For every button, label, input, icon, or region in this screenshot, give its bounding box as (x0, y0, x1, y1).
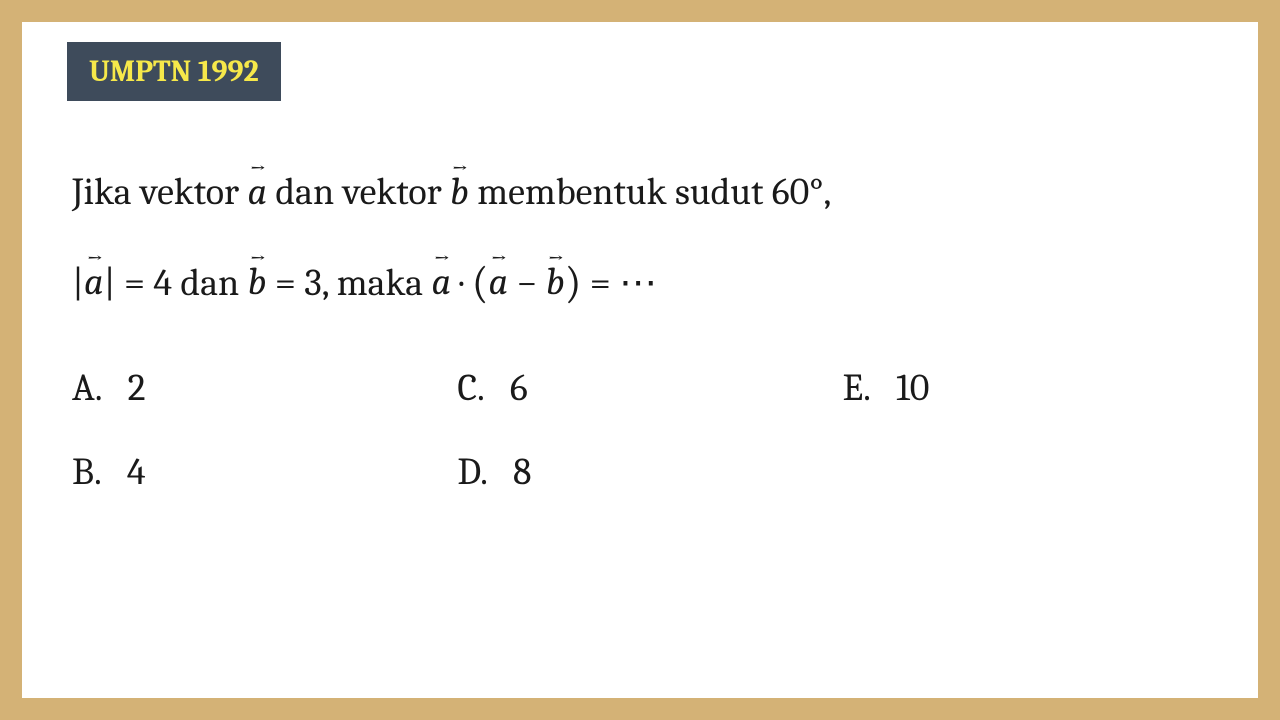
question-text: Jika vektor a dan vektor b membentuk sud… (72, 151, 1208, 331)
question-part: = ⋯ (581, 260, 657, 304)
option-letter: B. (72, 450, 102, 494)
option-d[interactable]: D. 8 (457, 450, 822, 494)
right-paren: ) (565, 258, 582, 308)
option-letter: D. (457, 450, 488, 494)
option-value: 2 (128, 366, 146, 410)
option-letter: A. (72, 366, 103, 410)
question-part: membentuk sudut 60°, (469, 170, 831, 214)
option-value: 6 (510, 366, 528, 410)
vector-a: a (488, 241, 508, 325)
option-b[interactable]: B. 4 (72, 450, 437, 494)
option-value: 8 (513, 450, 531, 494)
vector-a: a (247, 151, 267, 235)
option-c[interactable]: C. 6 (457, 366, 822, 410)
options-grid: A. 2 C. 6 E. 10 B. 4 D. 8 (72, 366, 1208, 494)
option-letter: E. (843, 366, 871, 410)
question-part: = 3, maka (266, 260, 431, 304)
question-part: dan vektor (267, 170, 450, 214)
question-part: · (451, 260, 472, 304)
vector-a: a (431, 241, 451, 325)
option-a[interactable]: A. 2 (72, 366, 437, 410)
vector-a: a (84, 241, 104, 325)
option-value: 10 (896, 366, 929, 410)
vector-b: b (248, 241, 267, 325)
vector-b: b (450, 151, 469, 235)
option-value: 4 (127, 450, 146, 494)
question-part: − (508, 260, 546, 304)
question-part: Jika vektor (72, 170, 247, 214)
exam-badge: UMPTN 1992 (67, 42, 281, 101)
vector-b: b (546, 241, 565, 325)
option-e[interactable]: E. 10 (843, 366, 1208, 410)
option-letter: C. (457, 366, 485, 410)
question-card: UMPTN 1992 Jika vektor a dan vektor b me… (22, 22, 1258, 698)
left-paren: ( (472, 258, 489, 308)
question-part: | = 4 dan (104, 260, 248, 304)
question-part: | (72, 260, 84, 304)
